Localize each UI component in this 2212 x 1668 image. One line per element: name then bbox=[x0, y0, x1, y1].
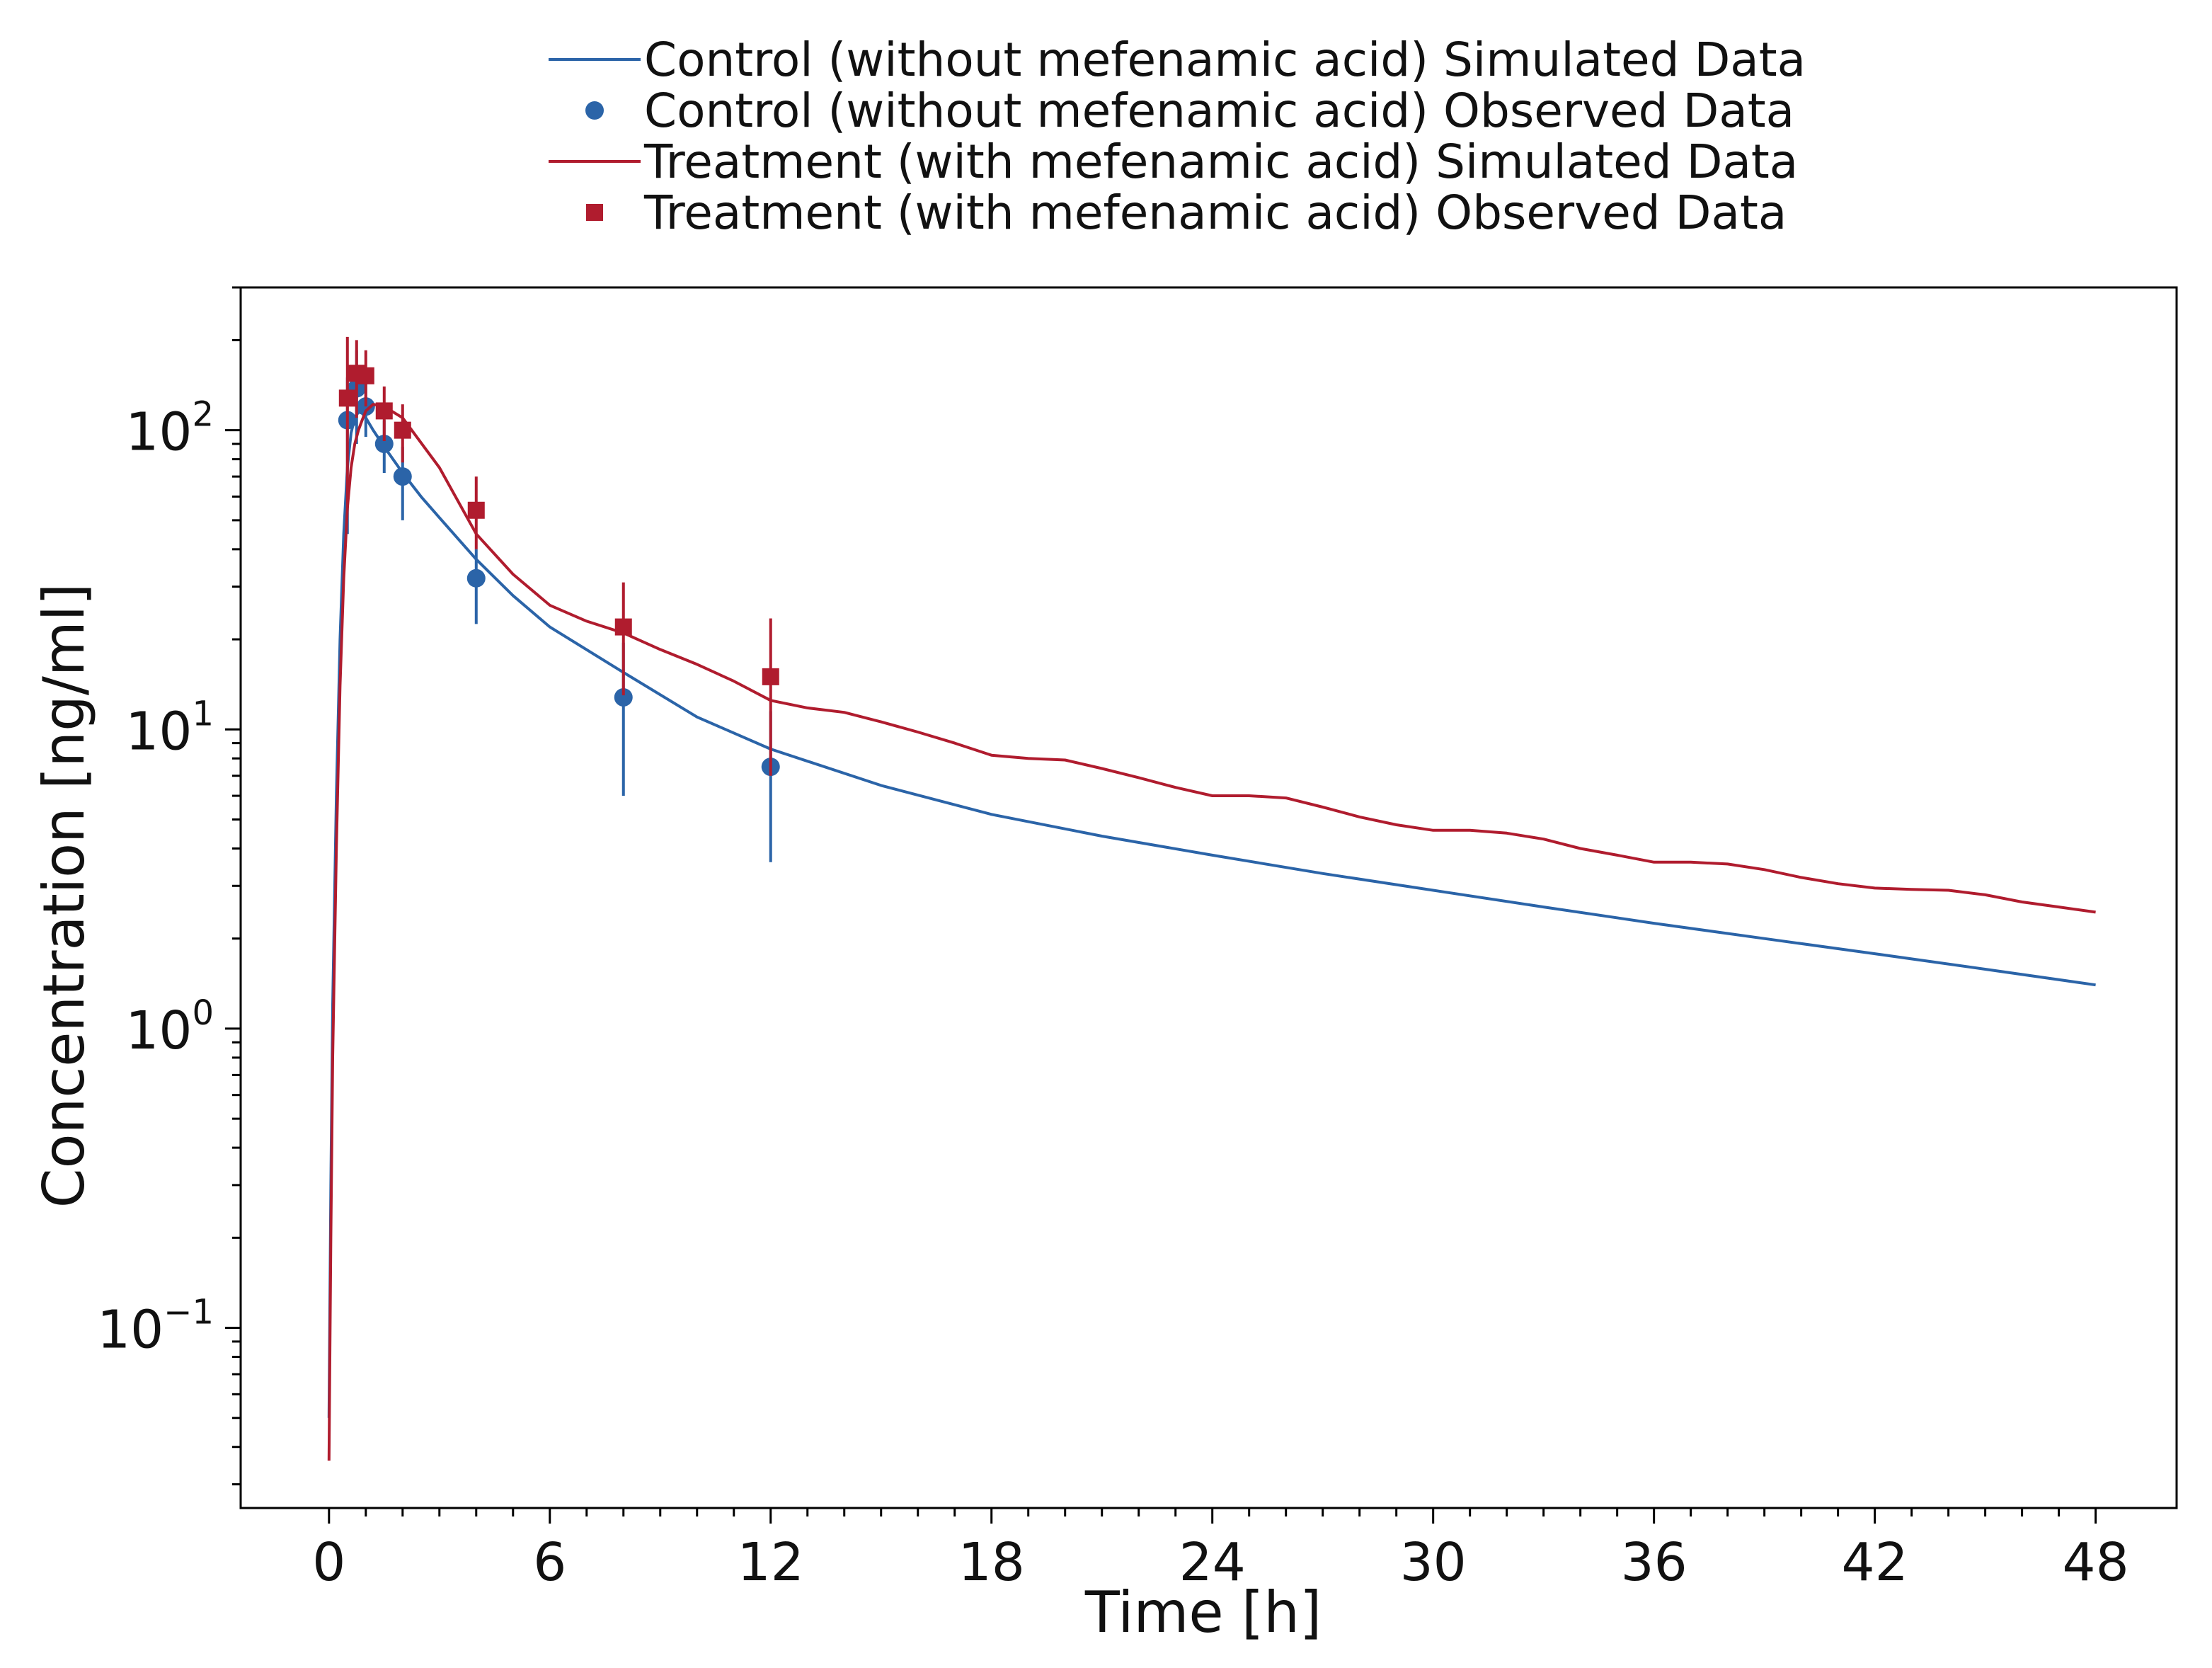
y-axis: 10−1 100 101 102 bbox=[97, 286, 241, 1486]
x-tick-label: 18 bbox=[958, 1532, 1025, 1593]
x-tick-label: 12 bbox=[738, 1532, 804, 1593]
legend-label: Control (without mefenamic acid) Simulat… bbox=[644, 33, 1806, 87]
legend-item: Control (without mefenamic acid) Simulat… bbox=[549, 33, 1806, 87]
x-axis: 0 6 12 18 24 30 36 42 48 bbox=[312, 1508, 2129, 1593]
series-line bbox=[327, 403, 2096, 1461]
data-point bbox=[357, 367, 374, 384]
data-point bbox=[375, 402, 393, 420]
data-point bbox=[393, 467, 412, 486]
data-point bbox=[338, 389, 356, 407]
series-3 bbox=[338, 336, 779, 776]
data-point bbox=[374, 434, 394, 453]
legend-item: Control (without mefenamic acid) Observe… bbox=[585, 84, 1794, 138]
legend-label: Treatment (with mefenamic acid) Observed… bbox=[643, 185, 1787, 240]
y-axis-title: Concentration [ng/ml] bbox=[31, 583, 97, 1208]
x-tick-label: 36 bbox=[1621, 1532, 1687, 1593]
legend-item: Treatment (with mefenamic acid) Observed… bbox=[586, 185, 1787, 240]
legend: Control (without mefenamic acid) Simulat… bbox=[549, 33, 1806, 240]
series-2 bbox=[327, 403, 2096, 1461]
data-point bbox=[394, 421, 411, 439]
legend-label: Control (without mefenamic acid) Observe… bbox=[644, 84, 1794, 138]
x-axis-title: Time [h] bbox=[1084, 1580, 1322, 1645]
data-point bbox=[466, 569, 486, 588]
data-point bbox=[614, 618, 632, 636]
data-point bbox=[762, 668, 779, 685]
legend-label: Treatment (with mefenamic acid) Simulate… bbox=[643, 135, 1798, 189]
y-tick-label: 102 bbox=[125, 395, 214, 463]
series-line bbox=[327, 411, 2096, 1418]
legend-item: Treatment (with mefenamic acid) Simulate… bbox=[549, 135, 1798, 189]
y-tick-label: 10−1 bbox=[97, 1293, 214, 1361]
x-tick-label: 6 bbox=[533, 1532, 566, 1593]
series-0 bbox=[327, 411, 2096, 1418]
plot-frame bbox=[239, 286, 2178, 1509]
x-tick-label: 48 bbox=[2063, 1532, 2129, 1593]
x-tick-label: 42 bbox=[1842, 1532, 1908, 1593]
y-tick-label: 101 bbox=[125, 694, 214, 762]
data-point bbox=[614, 687, 633, 707]
plot-area bbox=[239, 286, 2178, 1509]
data-point bbox=[467, 501, 485, 519]
legend-swatch-circle bbox=[585, 101, 604, 120]
x-tick-label: 30 bbox=[1400, 1532, 1467, 1593]
legend-swatch-square bbox=[586, 204, 603, 221]
x-tick-label: 24 bbox=[1179, 1532, 1246, 1593]
x-tick-label: 0 bbox=[312, 1532, 345, 1593]
y-tick-label: 100 bbox=[125, 993, 214, 1061]
